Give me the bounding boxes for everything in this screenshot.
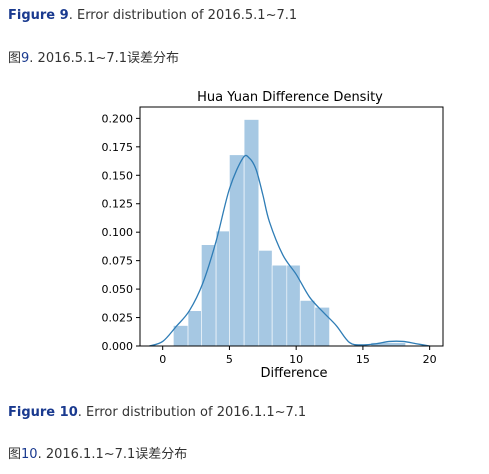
x-axis-ticks: 0 5 10 15 20 — [159, 346, 437, 366]
figure-9-sep: . — [68, 8, 73, 23]
figure-10-cn-caption: 图10. 2016.1.1~7.1误差分布 — [8, 447, 187, 463]
figure-10-cn-prefix: 图 — [8, 447, 22, 462]
figure-9-label[interactable]: Figure 9 — [8, 8, 69, 23]
y-tick-label-1: 0.025 — [102, 312, 134, 325]
plot-frame — [139, 106, 444, 347]
y-axis-ticks: 0.000 0.025 0.050 0.075 0.100 0.125 0.150 0.175… — [102, 112, 140, 353]
difference-density-chart: Hua Yuan Difference Density 0 5 10 15 20 0.0… — [102, 90, 444, 381]
figure-10-cn-text: . 2016.1.1~7.1误差分布 — [37, 447, 188, 462]
histogram-bar-1 — [187, 310, 202, 347]
histogram-bar-3 — [215, 230, 230, 347]
figure-10-label[interactable]: Figure 10 — [8, 405, 78, 420]
kde-curve — [149, 154, 430, 347]
x-tick-label-0: 0 — [159, 353, 166, 366]
figure-9-cn-prefix: 图 — [8, 51, 22, 66]
histogram-bar-7 — [271, 264, 288, 347]
histogram-bar-5 — [243, 119, 260, 347]
chart-title: Hua Yuan Difference Density — [197, 90, 383, 105]
figure-9-text: Error distribution of 2016.5.1~7.1 — [72, 8, 298, 23]
histogram-bar-9 — [299, 300, 316, 347]
figure-10-cn-number[interactable]: 10 — [21, 447, 38, 462]
y-tick-label-4: 0.100 — [102, 226, 134, 239]
y-tick-label-7: 0.175 — [102, 141, 134, 154]
figure-10-text: Error distribution of 2016.1.1~7.1 — [81, 405, 307, 420]
figure-9-cn-text: . 2016.5.1~7.1误差分布 — [29, 51, 180, 66]
y-tick-label-8: 0.200 — [102, 112, 134, 125]
x-tick-label-4: 20 — [423, 353, 437, 366]
y-tick-label-5: 0.125 — [102, 198, 134, 211]
figure-9-cn-number[interactable]: 9 — [21, 51, 30, 66]
histogram-bar-10 — [314, 307, 330, 347]
figure-10-caption: Figure 10. Error distribution of 2016.1.… — [8, 405, 306, 421]
histogram-bars — [173, 119, 406, 347]
figure-9-cn-caption: 图9. 2016.5.1~7.1误差分布 — [8, 51, 179, 67]
histogram-bar-0 — [173, 325, 189, 347]
figure-9-caption: Figure 9. Error distribution of 2016.5.1… — [8, 8, 297, 24]
histogram-bar-6 — [258, 250, 273, 347]
histogram-bar-2 — [201, 244, 217, 347]
y-tick-label-2: 0.050 — [102, 283, 134, 296]
y-tick-label-3: 0.075 — [102, 255, 134, 268]
x-tick-label-2: 10 — [289, 353, 303, 366]
x-axis-label: Difference — [260, 366, 327, 381]
x-tick-label-1: 5 — [226, 353, 233, 366]
x-tick-label-3: 15 — [356, 353, 370, 366]
y-tick-label-0: 0.000 — [102, 340, 134, 353]
y-tick-label-6: 0.150 — [102, 169, 134, 182]
figure-10-sep: . — [77, 405, 82, 420]
